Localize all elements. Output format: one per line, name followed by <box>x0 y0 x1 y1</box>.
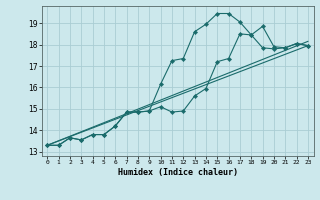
X-axis label: Humidex (Indice chaleur): Humidex (Indice chaleur) <box>118 168 237 177</box>
